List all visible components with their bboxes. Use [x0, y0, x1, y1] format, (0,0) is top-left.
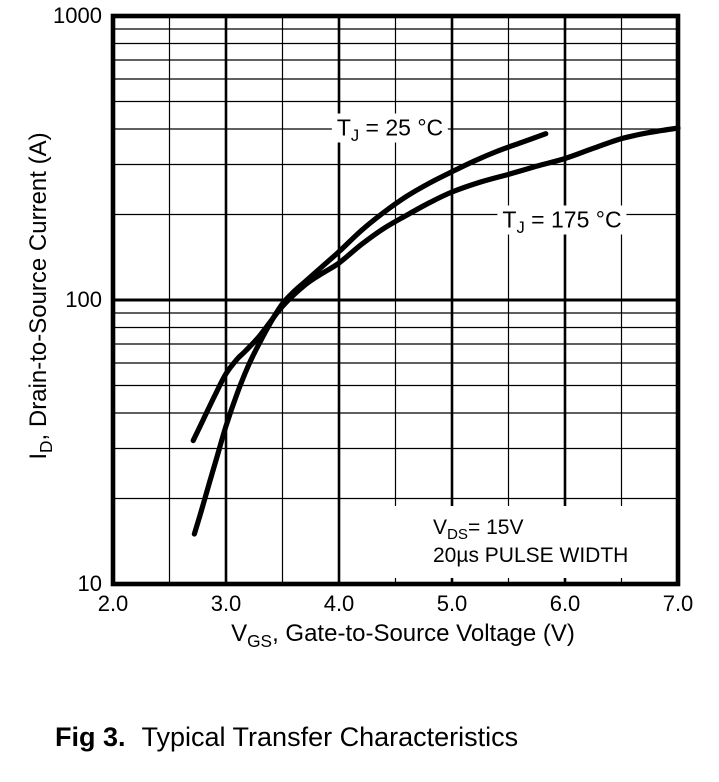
series-label-symbol: T	[336, 114, 351, 141]
figure-caption: Fig 3. Typical Transfer Characteristics	[55, 722, 518, 753]
x-axis-title-text: , Gate-to-Source Voltage (V)	[272, 620, 575, 647]
series-label-subscript: J	[516, 218, 525, 238]
x-axis-symbol: V	[231, 620, 248, 647]
x-tick-label: 7.0	[662, 591, 694, 616]
y-axis-symbol-subscript: D	[35, 440, 56, 453]
x-tick-label: 3.0	[210, 591, 242, 616]
annotation-pulse-width: 20µs PULSE WIDTH	[433, 544, 629, 567]
x-tick-label: 6.0	[549, 591, 581, 616]
figure-title: Typical Transfer Characteristics	[141, 722, 519, 752]
x-tick-label: 2.0	[97, 591, 129, 616]
y-tick-label: 1000	[53, 3, 102, 28]
x-tick-label: 4.0	[323, 591, 355, 616]
x-tick-label: 5.0	[436, 591, 468, 616]
series-curve-0	[191, 131, 549, 537]
figure-number: Fig 3.	[55, 722, 126, 752]
test-conditions-annotation: VDS= 15V 20µs PULSE WIDTH	[390, 506, 674, 578]
y-axis-symbol: I	[25, 452, 52, 460]
y-tick-label: 100	[65, 287, 102, 312]
x-axis-symbol-subscript: GS	[247, 630, 273, 651]
series-label-175c: TJ = 175 °C	[497, 205, 627, 238]
series-label-value: = 25 °C	[359, 114, 444, 141]
plot-border	[110, 13, 681, 587]
annotation-vds: VDS= 15V	[433, 516, 524, 544]
series-label-subscript: J	[350, 126, 360, 146]
series-label-symbol: T	[502, 206, 517, 233]
series-label-value: = 175 °C	[524, 206, 622, 233]
x-axis-title: VGS, Gate-to-Source Voltage (V)	[8, 620, 719, 651]
series-label-25c: TJ = 25 °C	[331, 113, 449, 146]
y-tick-label: 10	[77, 571, 102, 596]
chart-canvas	[110, 13, 681, 587]
series-curve-1	[190, 125, 681, 444]
